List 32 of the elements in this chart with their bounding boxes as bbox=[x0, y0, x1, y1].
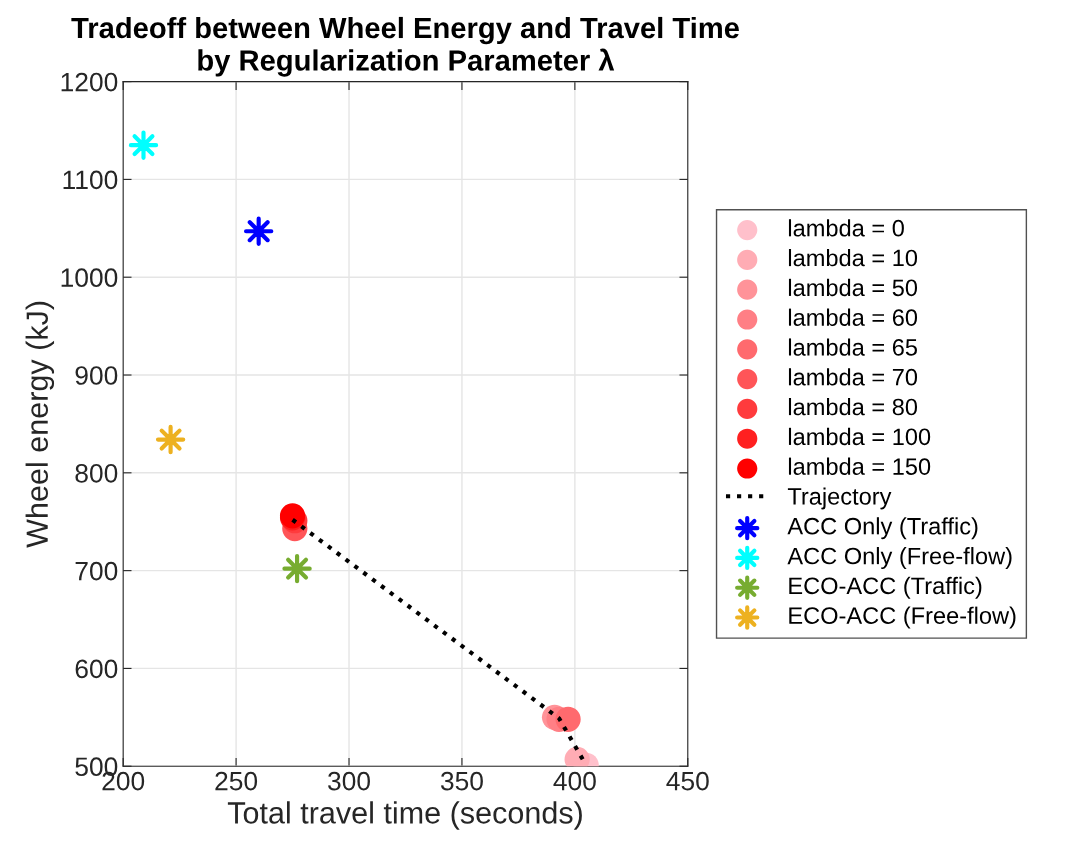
y-tick-label: 1100 bbox=[63, 170, 118, 190]
point bbox=[282, 553, 312, 584]
point bbox=[243, 216, 274, 246]
point bbox=[555, 706, 581, 732]
legend-label: lambda = 10 bbox=[788, 249, 918, 267]
x-tick-label: 450 bbox=[666, 771, 709, 791]
point bbox=[155, 424, 186, 455]
legend-label: Trajectory bbox=[787, 487, 892, 510]
legend-label: lambda = 60 bbox=[788, 308, 918, 326]
x-axis-title: Total travel time (seconds) bbox=[227, 801, 582, 830]
point bbox=[128, 130, 159, 160]
y-tick-label: 800 bbox=[75, 463, 118, 483]
legend-label: ACC Only (Free-flow) bbox=[787, 547, 1012, 570]
y-tick-label: 900 bbox=[75, 366, 118, 385]
y-axis-title: Wheel energy (kJ) bbox=[25, 301, 55, 548]
legend-label: lambda = 80 bbox=[788, 398, 918, 416]
legend-label: lambda = 65 bbox=[788, 338, 917, 356]
legend-label: lambda = 50 bbox=[788, 278, 918, 297]
legend-label: ECO-ACC (Free-flow) bbox=[789, 606, 1016, 629]
legend-label: lambda = 0 bbox=[788, 219, 904, 237]
legend-label: lambda = 150 bbox=[788, 457, 931, 475]
y-tick-label: 1000 bbox=[61, 268, 118, 288]
x-tick-label: 300 bbox=[328, 771, 370, 791]
x-tick-label: 400 bbox=[553, 771, 596, 791]
legend-label: ACC Only (Traffic) bbox=[787, 517, 978, 540]
legend-label: lambda = 70 bbox=[788, 368, 918, 386]
legend-label: ECO-ACC (Traffic) bbox=[789, 576, 982, 599]
legend-label: lambda = 100 bbox=[788, 427, 931, 446]
y-tick-label: 600 bbox=[75, 659, 118, 679]
x-tick-label: 350 bbox=[440, 771, 483, 791]
x-tick-label: 250 bbox=[215, 771, 258, 791]
y-tick-label: 700 bbox=[75, 561, 118, 581]
